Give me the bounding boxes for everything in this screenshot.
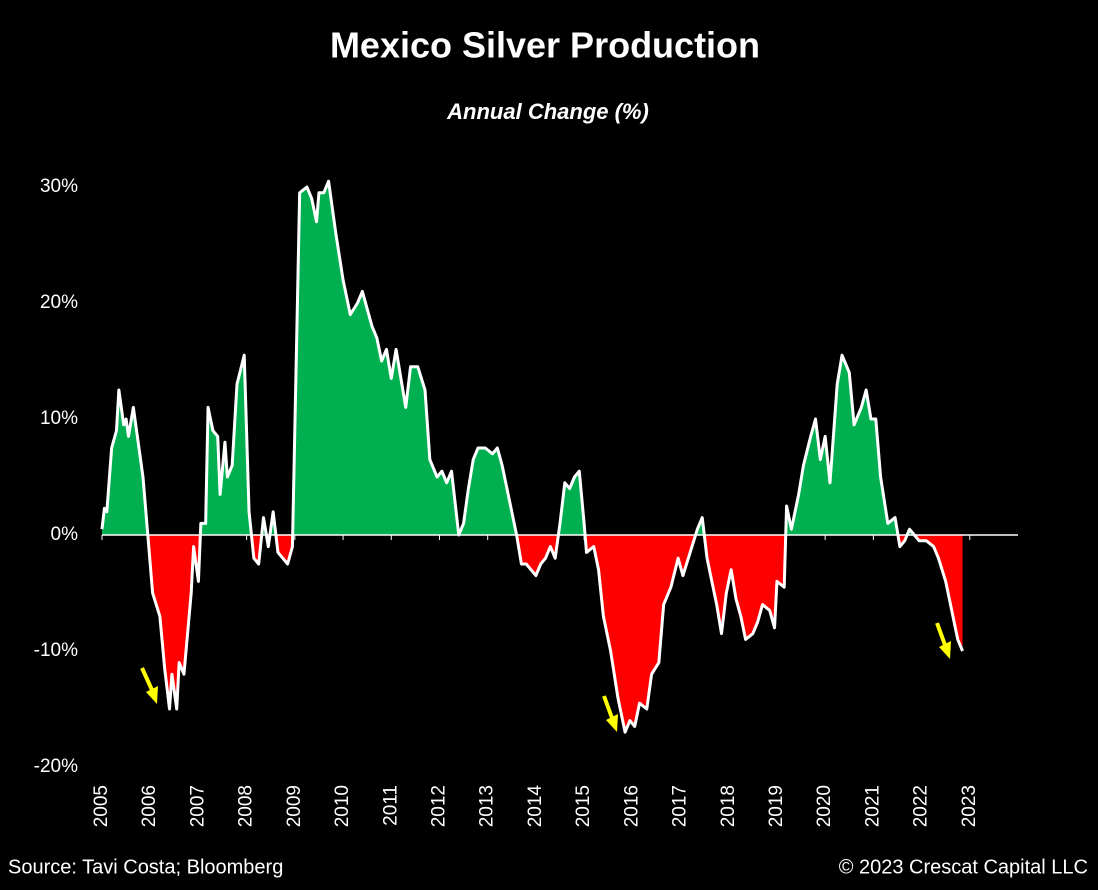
- arrow: [602, 695, 614, 719]
- x-tick-label: 2007: [187, 785, 208, 827]
- x-tick-label: 2021: [862, 785, 883, 827]
- x-tick-label: 2011: [380, 785, 401, 826]
- x-tick-label: 2019: [766, 785, 787, 827]
- x-tick-label: 2006: [139, 785, 160, 827]
- x-tick-label: 2022: [911, 785, 932, 827]
- y-tick-label: 0%: [51, 524, 79, 545]
- x-tick-label: 2013: [477, 785, 498, 827]
- x-tick-label: 2020: [814, 785, 835, 827]
- arrows: [140, 622, 951, 732]
- y-tick-label: -10%: [34, 640, 78, 661]
- positive-area: [102, 181, 963, 535]
- x-tick-label: 2012: [428, 785, 449, 827]
- arrow-head: [939, 641, 951, 659]
- arrow: [935, 622, 947, 646]
- arrow: [140, 667, 154, 691]
- y-tick-label: -20%: [34, 756, 78, 777]
- copyright: © 2023 Crescat Capital LLC: [839, 856, 1088, 878]
- line: [100, 179, 964, 734]
- x-tick-label: 2014: [525, 785, 546, 828]
- chart-subtitle: Annual Change (%): [446, 99, 649, 124]
- x-tick-label: 2016: [621, 785, 642, 827]
- x-tick-label: 2015: [573, 785, 594, 827]
- y-tick-label: 30%: [40, 176, 78, 197]
- x-tick-label: 2010: [332, 785, 353, 827]
- x-tick-label: 2023: [959, 785, 980, 827]
- y-tick-label: 10%: [40, 408, 78, 429]
- chart-title: Mexico Silver Production: [330, 25, 760, 66]
- source: Source: Tavi Costa; Bloomberg: [8, 856, 283, 878]
- x-tick-label: 2008: [236, 785, 257, 827]
- arrow-head: [606, 714, 618, 732]
- x-tick-label: 2005: [91, 785, 112, 827]
- negative-area: [102, 535, 963, 733]
- x-tick-label: 2009: [284, 785, 305, 827]
- x-tick-label: 2018: [718, 785, 739, 827]
- arrow-head: [146, 686, 158, 704]
- y-tick-label: 20%: [40, 292, 78, 313]
- x-tick-label: 2017: [670, 785, 691, 827]
